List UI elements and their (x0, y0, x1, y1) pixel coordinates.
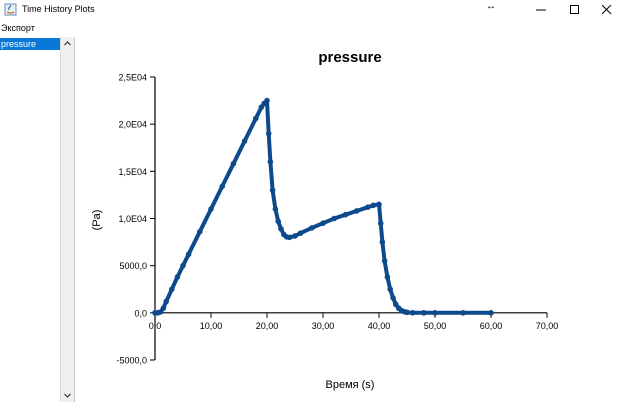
data-point-marker (297, 230, 304, 236)
data-point-marker (401, 308, 408, 315)
data-point-marker (160, 305, 167, 311)
x-tick-label: 60,00 (480, 321, 503, 331)
data-point-marker (404, 309, 410, 316)
data-point-marker (292, 233, 298, 239)
data-point-marker (390, 294, 396, 301)
data-point-marker (253, 115, 259, 122)
data-point-marker (258, 104, 265, 110)
data-point-marker (353, 208, 360, 214)
data-point-marker (265, 130, 272, 137)
data-point-marker (384, 274, 391, 280)
y-tick-label: -5000,0 (116, 356, 147, 366)
horizontal-resize-cursor-icon: ↔ (486, 1, 496, 12)
minimize-icon (536, 9, 546, 11)
x-tick-label: 20,00 (256, 321, 279, 331)
menu-export[interactable]: Экспорт (1, 23, 35, 33)
y-tick-label: 1,5E04 (118, 167, 147, 177)
vertical-scrollbar[interactable] (60, 37, 74, 402)
data-point-marker (275, 218, 281, 225)
data-point-marker (387, 286, 394, 293)
x-axis-label: Время (s) (326, 379, 375, 391)
x-tick-label: 40,00 (368, 321, 391, 331)
title-bar: Time History Plots ↔ (0, 0, 624, 20)
data-point-marker (267, 159, 274, 165)
data-point-marker (278, 226, 284, 232)
y-axis-label: (Pa) (91, 210, 103, 231)
data-point-marker (432, 310, 438, 316)
data-point-marker (272, 206, 279, 212)
data-point-marker (381, 258, 388, 264)
data-point-marker (185, 251, 192, 258)
x-tick-label: 0,0 (149, 321, 162, 331)
chart-title: pressure (318, 49, 381, 66)
close-button[interactable] (590, 0, 624, 20)
data-point-marker (320, 220, 326, 227)
data-point-marker (421, 310, 427, 316)
maximize-button[interactable] (558, 0, 592, 20)
data-point-marker (342, 211, 349, 218)
y-tick-label: 1,0E04 (118, 214, 147, 224)
data-point-marker (208, 206, 214, 212)
data-point-marker (180, 262, 186, 269)
data-point-marker (286, 234, 293, 241)
data-point-marker (309, 225, 315, 231)
data-point-marker (269, 187, 276, 193)
data-point-marker (230, 160, 237, 167)
maximize-icon (570, 5, 579, 14)
x-tick-label: 70,00 (536, 321, 559, 331)
data-point-marker (376, 201, 382, 208)
data-point-marker (169, 286, 175, 293)
data-point-marker (460, 310, 466, 316)
plot-list-panel: pressure (0, 37, 75, 402)
data-point-marker (197, 228, 203, 235)
x-tick-label: 10,00 (200, 321, 223, 331)
data-point-marker (331, 215, 338, 222)
data-point-marker (370, 202, 377, 209)
scroll-down-arrow-icon[interactable] (61, 389, 74, 402)
data-point-marker (377, 220, 384, 227)
minimize-button[interactable] (524, 0, 558, 20)
close-icon (602, 5, 612, 15)
pressure-series-line (153, 98, 493, 315)
y-tick-label: 0,0 (134, 308, 147, 318)
y-tick-label: 5000,0 (119, 261, 147, 271)
data-point-marker (155, 310, 161, 316)
data-point-marker (261, 100, 267, 107)
data-point-marker (264, 97, 270, 104)
list-item-pressure[interactable]: pressure (0, 38, 60, 50)
x-tick-label: 50,00 (424, 321, 447, 331)
y-tick-label: 2,0E04 (118, 120, 147, 130)
data-point-marker (365, 204, 371, 210)
pressure-chart: pressure -5000,0 0,0 5000,0 1,0E04 1,5E04 2,0… (91, 49, 559, 391)
menu-bar: Экспорт (0, 21, 624, 36)
data-point-marker (152, 310, 158, 316)
data-point-marker (398, 307, 405, 314)
window-title: Time History Plots (22, 4, 95, 14)
java-app-icon (4, 3, 17, 16)
data-point-marker (219, 183, 225, 190)
data-point-marker (174, 274, 181, 280)
y-tick-label: 2,5E04 (118, 73, 147, 83)
data-point-marker (379, 239, 386, 245)
data-point-marker (393, 301, 399, 308)
scroll-up-arrow-icon[interactable] (61, 37, 74, 50)
data-point-marker (283, 234, 290, 240)
data-point-marker (409, 309, 416, 316)
chart-panel: pressure -5000,0 0,0 5000,0 1,0E04 1,5E04 2,0… (75, 37, 624, 402)
data-point-marker (488, 310, 494, 316)
x-tick-label: 30,00 (312, 321, 335, 331)
data-point-marker (157, 309, 164, 315)
data-point-marker (163, 298, 169, 305)
data-point-marker (241, 138, 248, 144)
